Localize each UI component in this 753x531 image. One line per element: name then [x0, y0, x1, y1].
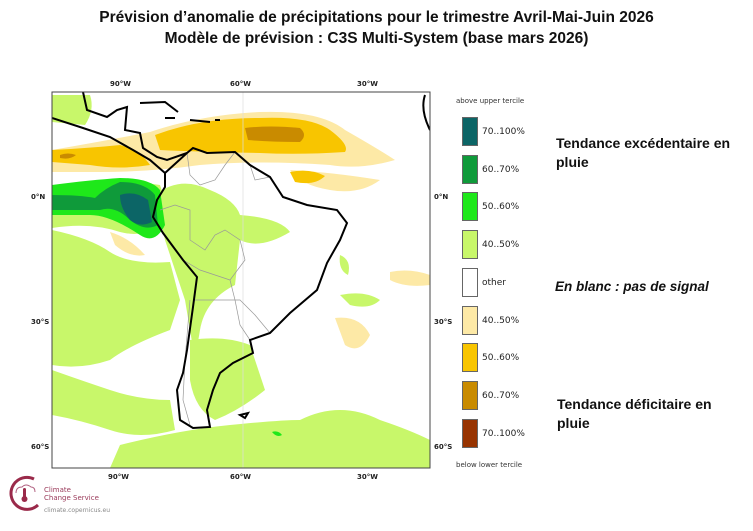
lon-tick-bottom-90w: 90°W — [108, 473, 129, 481]
lat-tick-right-30s: 30°S — [434, 318, 453, 326]
lon-tick-bottom-30w: 30°W — [357, 473, 378, 481]
legend-swatch — [462, 343, 478, 372]
legend-label: 40..50% — [482, 316, 520, 326]
lat-tick-right-60s: 60°S — [434, 443, 453, 451]
note-dry: Tendance déficitaire en pluie — [557, 396, 712, 431]
lon-tick-top-90w: 90°W — [110, 80, 131, 88]
legend-swatch — [462, 192, 478, 221]
logo-url: climate.copernicus.eu — [44, 507, 111, 514]
lat-tick-left-60s: 60°S — [31, 443, 50, 451]
anomaly-60-70-below — [60, 126, 304, 159]
legend-swatch — [462, 419, 478, 448]
legend-label: other — [482, 278, 506, 288]
legend-swatch — [462, 117, 478, 146]
legend-label: 50..60% — [482, 353, 520, 363]
thermometer-cloud-icon — [9, 475, 40, 511]
legend-bottom-label: below lower tercile — [456, 461, 523, 469]
logo-name-2: Change Service — [44, 494, 99, 502]
lat-tick-left-0: 0°N — [31, 193, 46, 201]
lon-tick-bottom-60w: 60°W — [230, 473, 251, 481]
legend-swatch — [462, 306, 478, 335]
note-wet: Tendance excédentaire en pluie — [556, 135, 731, 170]
legend-label: 60..70% — [482, 165, 520, 175]
legend-swatch — [462, 381, 478, 410]
legend-swatch — [462, 155, 478, 184]
title-line-2: Modèle de prévision : C3S Multi-System (… — [164, 30, 589, 47]
legend-label: 60..70% — [482, 391, 520, 401]
anomaly-70-100-above — [120, 193, 152, 225]
legend-swatch — [462, 230, 478, 259]
legend-label: 70..100% — [482, 127, 525, 137]
note-white: En blanc : pas de signal — [555, 279, 709, 294]
lat-tick-right-0: 0°N — [434, 193, 449, 201]
legend-top-label: above upper tercile — [456, 97, 525, 105]
lat-tick-left-30s: 30°S — [31, 318, 50, 326]
logo-name-1: Climate — [44, 486, 71, 494]
lon-tick-top-30w: 30°W — [357, 80, 378, 88]
legend-label: 40..50% — [482, 240, 520, 250]
coastline — [52, 92, 430, 430]
lon-tick-top-60w: 60°W — [230, 80, 251, 88]
legend-label: 70..100% — [482, 429, 525, 439]
legend-label: 50..60% — [482, 202, 520, 212]
country-borders — [159, 151, 271, 426]
legend-swatch — [462, 268, 478, 297]
title-line-1: Prévision d’anomalie de précipitations p… — [99, 9, 654, 26]
